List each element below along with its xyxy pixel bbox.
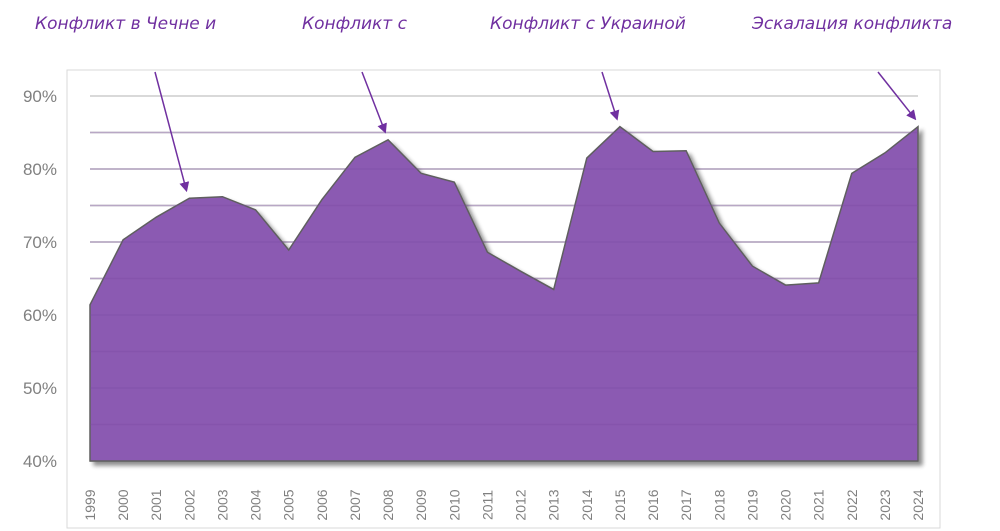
annotation-arrow: [154, 71, 190, 193]
y-tick-label: 70%: [23, 233, 57, 252]
x-tick-label: 2022: [844, 489, 860, 520]
x-tick-label: 2014: [579, 489, 595, 520]
x-tick-label: 2001: [148, 489, 164, 520]
x-tick-label: 2004: [248, 489, 264, 520]
x-tick-label: 2000: [115, 489, 131, 520]
x-tick-label: 2016: [645, 489, 661, 520]
x-tick-label: 2018: [711, 489, 727, 520]
y-tick-label: 50%: [23, 379, 57, 398]
x-tick-label: 2011: [479, 490, 495, 520]
plot-area-border: [66, 69, 941, 529]
annotation-label: Конфликт в Чечне и: [35, 14, 216, 34]
annotation-label: Конфликт с: [302, 14, 408, 34]
x-tick-label: 2021: [811, 489, 827, 520]
x-tick-label: 2013: [546, 489, 562, 520]
annotation-arrow: [877, 71, 917, 121]
x-tick-label: 2006: [314, 489, 330, 520]
x-tick-label: 2005: [281, 489, 297, 520]
x-tick-label: 2007: [347, 489, 363, 520]
y-tick-label: 90%: [23, 87, 57, 106]
x-tick-label: 2010: [446, 489, 462, 520]
x-tick-label: 2017: [678, 489, 694, 520]
x-tick-label: 2002: [181, 489, 197, 520]
annotation-label: Эскалация конфликта: [751, 14, 952, 34]
x-tick-label: 2023: [877, 489, 893, 520]
annotation-label: Конфликт с Украиной: [490, 14, 686, 34]
x-tick-label: 2024: [910, 489, 926, 520]
annotation-arrow: [601, 71, 620, 121]
x-tick-label: 2012: [513, 489, 529, 520]
x-tick-label: 2003: [214, 489, 230, 520]
x-tick-label: 2015: [612, 489, 628, 520]
y-tick-label: 40%: [23, 452, 57, 471]
x-tick-label: 2009: [413, 489, 429, 520]
y-tick-label: 80%: [23, 160, 57, 179]
x-tick-label: 2008: [380, 489, 396, 520]
annotation-arrow: [361, 71, 387, 134]
x-tick-label: 1999: [82, 489, 98, 520]
area-series: [89, 125, 919, 462]
y-tick-label: 60%: [23, 306, 57, 325]
x-tick-label: 2019: [744, 489, 760, 520]
x-tick-label: 2020: [778, 489, 794, 520]
